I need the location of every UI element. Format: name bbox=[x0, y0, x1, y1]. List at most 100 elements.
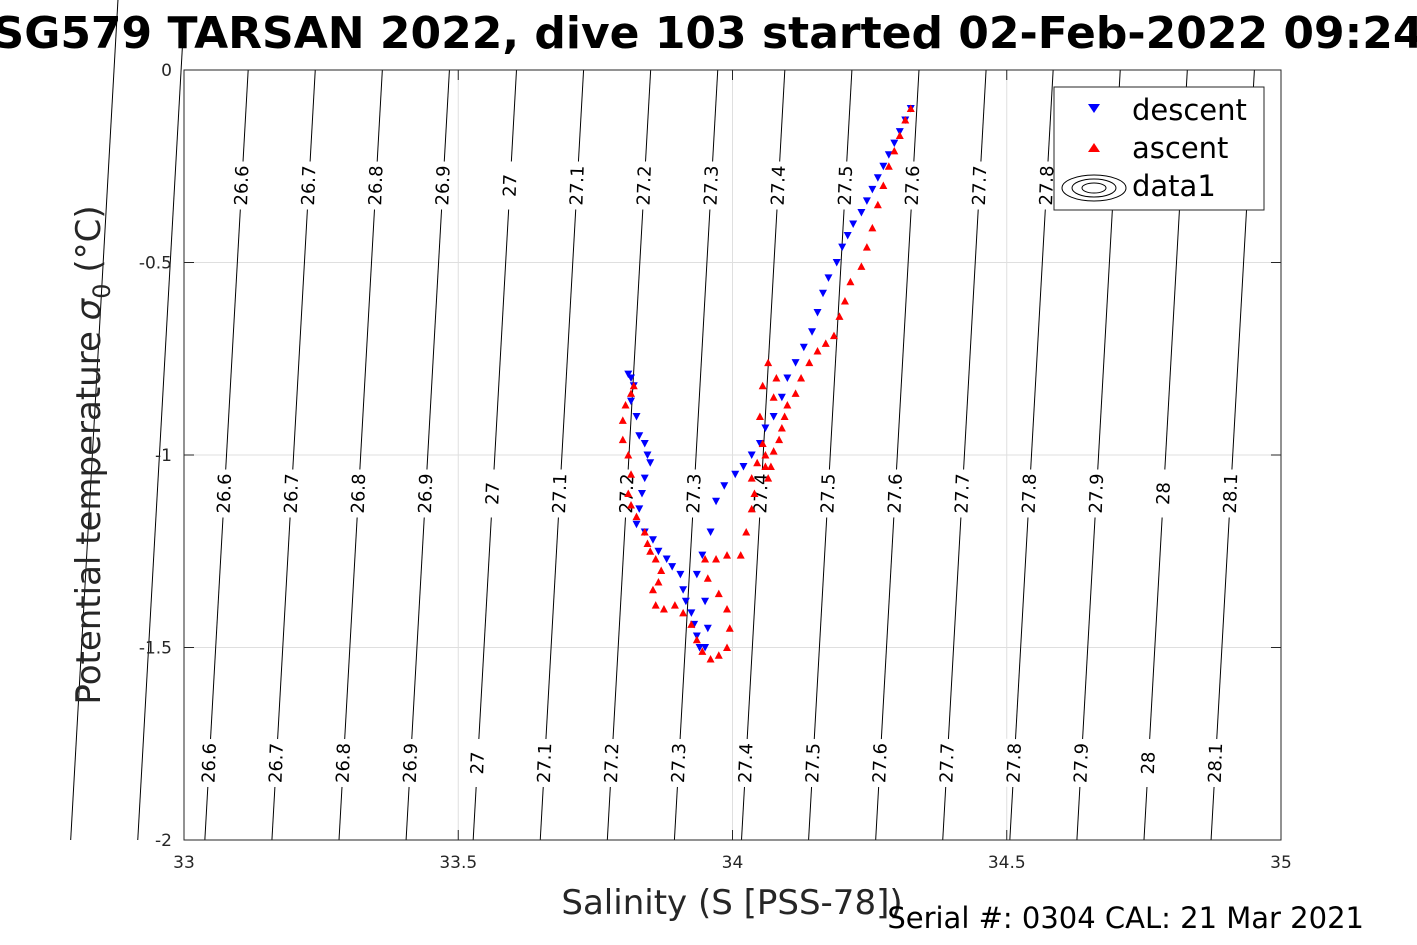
contour-label: 28 bbox=[1135, 738, 1162, 788]
descent-point bbox=[679, 586, 688, 594]
contour-label-text: 28 bbox=[1138, 751, 1160, 775]
y-axis-label-unit: (°C) bbox=[69, 205, 109, 283]
ascent-point bbox=[753, 458, 762, 467]
descent-point bbox=[654, 547, 663, 556]
contour-label-text: 28.1 bbox=[1220, 473, 1242, 514]
y-axis-label-subscript: 0 bbox=[88, 283, 116, 298]
ascent-point bbox=[618, 416, 627, 424]
y-tick-label: -1 bbox=[155, 446, 172, 466]
ascent-point bbox=[873, 200, 882, 209]
density-contour-line bbox=[70, 0, 119, 841]
descent-point bbox=[819, 289, 828, 298]
contour-label-bg bbox=[1150, 469, 1177, 518]
y-tick-label: -2 bbox=[155, 831, 172, 851]
contour-label-text: 27.1 bbox=[549, 473, 571, 514]
contour-label-bg bbox=[211, 469, 238, 518]
x-tick-label: 35 bbox=[1270, 853, 1292, 873]
descent-point bbox=[761, 424, 770, 433]
contour-label-text: 26.6 bbox=[214, 473, 236, 514]
contour-label-bg bbox=[598, 738, 625, 788]
descent-point bbox=[687, 609, 696, 617]
contour-label-bg bbox=[681, 469, 707, 518]
ascent-point bbox=[750, 489, 759, 497]
ascent-point bbox=[764, 474, 773, 482]
ascent-point bbox=[797, 374, 806, 382]
descent-point bbox=[884, 151, 893, 159]
legend-descent-marker bbox=[1088, 104, 1100, 113]
ascent-point bbox=[890, 146, 899, 155]
ascent-point bbox=[659, 605, 668, 613]
ascent-point bbox=[761, 462, 770, 471]
contour-label-bg bbox=[1135, 738, 1162, 788]
descent-point bbox=[627, 397, 636, 406]
descent-point bbox=[703, 624, 712, 633]
descent-point bbox=[662, 555, 671, 563]
contour-label-bg bbox=[430, 161, 456, 210]
contour-label: 26.8 bbox=[345, 469, 372, 518]
descent-point bbox=[668, 563, 677, 571]
contour-label-bg bbox=[765, 161, 792, 210]
ascent-point bbox=[755, 412, 764, 420]
descent-point bbox=[777, 393, 786, 402]
contour-label: 27.5 bbox=[800, 738, 826, 788]
descent-point bbox=[695, 644, 704, 652]
contour-label-bg bbox=[800, 738, 826, 788]
ascent-point bbox=[791, 389, 800, 397]
descent-point bbox=[640, 439, 649, 448]
contour-label-text: 27.8 bbox=[1003, 743, 1025, 784]
descent-point bbox=[890, 139, 899, 148]
contour-label: 27.4 bbox=[732, 738, 759, 788]
ascent-point bbox=[780, 412, 789, 420]
descent-point bbox=[791, 359, 800, 367]
ascent-point bbox=[775, 435, 784, 444]
contour-label-text: 27.3 bbox=[683, 473, 705, 514]
contour-label: 26.9 bbox=[430, 161, 456, 210]
contour-label-text: 27.6 bbox=[902, 165, 924, 206]
descent-point bbox=[648, 536, 657, 544]
ascent-point bbox=[901, 116, 910, 124]
contour-label-text: 27.8 bbox=[1019, 473, 1041, 514]
legend-data1-label: data1 bbox=[1132, 169, 1216, 203]
contour-label-text: 27.2 bbox=[633, 165, 655, 206]
descent-point bbox=[701, 597, 710, 606]
ascent-point bbox=[651, 601, 660, 609]
contour-label-text: 27.9 bbox=[1086, 473, 1108, 514]
ascent-point bbox=[640, 528, 649, 536]
contour-label-bg bbox=[464, 738, 491, 788]
ascent-point bbox=[736, 551, 745, 559]
contour-label: 27.8 bbox=[1001, 738, 1027, 788]
axis-ticks: 33 33.5 34 34.5 35 0 -0.5 -1 -1.5 -2 bbox=[139, 61, 1292, 873]
ascent-point bbox=[701, 554, 710, 563]
legend-ascent-label: ascent bbox=[1132, 131, 1228, 165]
contour-label-bg bbox=[196, 738, 223, 788]
ascent-point bbox=[712, 554, 721, 563]
ascent-point bbox=[618, 435, 627, 444]
descent-point bbox=[632, 520, 641, 529]
contour-label: 27.9 bbox=[1068, 738, 1095, 788]
descent-point bbox=[635, 432, 644, 440]
descent-point bbox=[813, 309, 822, 317]
descent-point bbox=[862, 197, 871, 205]
x-tick-label: 34.5 bbox=[988, 853, 1026, 873]
ascent-point bbox=[895, 131, 904, 139]
contour-label: 26.6 bbox=[211, 469, 238, 518]
ascent-point bbox=[742, 528, 751, 536]
ascent-point bbox=[654, 578, 663, 586]
contour-label-bg bbox=[228, 161, 255, 210]
contour-label-text: 27.7 bbox=[952, 473, 974, 514]
contour-label-bg bbox=[966, 161, 993, 210]
contour-label: 28.1 bbox=[1202, 738, 1229, 788]
ascent-point bbox=[766, 462, 775, 471]
contour-label: 27.1 bbox=[546, 469, 573, 518]
contour-label-bg bbox=[1202, 738, 1229, 788]
legend-data1-marker bbox=[1061, 174, 1127, 202]
contour-label-text: 28 bbox=[1153, 482, 1175, 506]
descent-point bbox=[868, 185, 877, 194]
ascent-point bbox=[621, 400, 630, 409]
contour-label-bg bbox=[479, 469, 506, 518]
ascent-point bbox=[846, 277, 855, 286]
contour-label-bg bbox=[546, 469, 573, 518]
contour-label: 27.8 bbox=[1016, 469, 1043, 518]
contour-label-bg bbox=[263, 738, 290, 788]
contour-label: 27 bbox=[464, 738, 491, 788]
